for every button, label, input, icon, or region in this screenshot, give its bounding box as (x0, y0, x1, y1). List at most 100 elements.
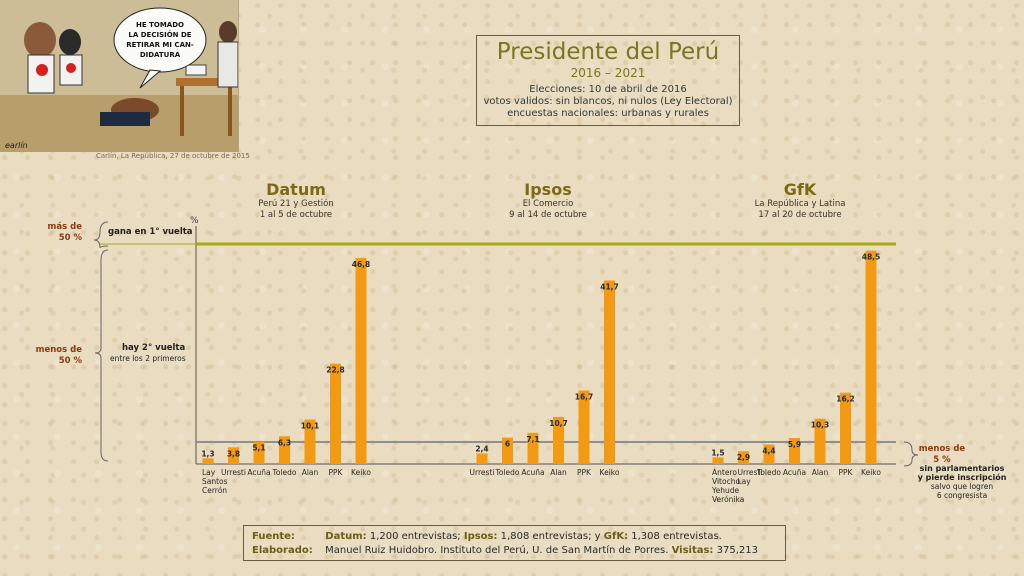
author-line: Elaborado: Manuel Ruiz Huidobro. Institu… (252, 545, 758, 556)
bar-value-label: 10,3 (811, 421, 830, 430)
datum-key: Datum: (325, 531, 367, 542)
bar-value-label: 5,9 (788, 440, 801, 449)
note-line: salvo que logren (930, 482, 994, 491)
gfk-count: 1,308 entrevistas. (628, 531, 722, 542)
less-than-50-label: menos de 50 % (22, 345, 82, 367)
bar (202, 458, 214, 464)
side-label-line: menos de (35, 345, 82, 355)
bar (253, 441, 265, 464)
author-value: Manuel Ruiz Huidobro. Instituto del Perú… (325, 545, 669, 556)
gfk-key: GfK: (603, 531, 629, 542)
bar-value-label: 46,8 (352, 260, 371, 269)
less-50-bracket (94, 249, 109, 462)
source-box: Fuente: Datum: 1,200 entrevistas; Ipsos:… (243, 525, 786, 561)
pollster-datum: Datum Perú 21 y Gestión 1 al 5 de octubr… (206, 181, 386, 221)
speech-line: RETIRAR MI CAN- (126, 41, 194, 49)
bar (355, 258, 367, 464)
category-label: Cerrón (202, 486, 227, 495)
svg-text:earlín: earlín (5, 141, 28, 150)
bar-value-label: 48,5 (862, 253, 881, 262)
pollster-name: Datum (266, 180, 326, 199)
category-label: Toledo (495, 468, 520, 477)
category-label: Alan (550, 468, 567, 477)
category-label: PPK (577, 468, 592, 477)
category-label: Keiko (351, 468, 371, 477)
category-label: Lay (738, 477, 752, 486)
bar-value-label: 4,4 (762, 447, 775, 456)
side-label-line: 50 % (58, 356, 82, 366)
pollster-name: GfK (783, 180, 817, 199)
title-votes-note: votos validos: sin blancos, ni nulos (Le… (483, 96, 733, 107)
bar-value-label: 2,4 (475, 444, 488, 453)
category-label: Urresti (738, 468, 763, 477)
less-5-bracket (903, 441, 919, 467)
bar-value-label: 16,2 (836, 395, 855, 404)
category-label: Santos (202, 477, 228, 486)
no-parliament-note: sin parlamentarios y pierde inscripción (912, 464, 1012, 482)
bar-value-label: 10,1 (301, 422, 320, 431)
cartoon-credit: Carlín, La República, 27 de octubre de 2… (96, 152, 250, 160)
bar (712, 457, 724, 464)
visits-key: Visitas: (671, 545, 714, 556)
side-label-line: 50 % (58, 233, 82, 243)
bar (604, 280, 615, 464)
bar (228, 447, 239, 464)
less-than-5-label: menos de 5 % (912, 444, 972, 466)
bar (578, 390, 590, 464)
category-label: Acuña (783, 468, 806, 477)
bar-value-label: 5,1 (252, 444, 265, 453)
second-round-sub: entre los 2 primeros (110, 354, 186, 363)
side-label-line: más de (47, 222, 82, 232)
bar (330, 363, 341, 464)
bar-value-label: 41,7 (600, 283, 619, 292)
category-label: Ántero (712, 468, 737, 477)
category-label: PPK (839, 468, 854, 477)
side-label-line: 5 % (933, 455, 951, 465)
bar-value-label: 10,7 (549, 419, 568, 428)
source-line: Fuente: Datum: 1,200 entrevistas; Ipsos:… (252, 531, 722, 542)
pollster-dates: 9 al 14 de octubre (509, 210, 587, 220)
category-label: PPK (329, 468, 344, 477)
bar (840, 392, 851, 464)
category-label: Alan (812, 468, 829, 477)
bar-value-label: 3,8 (227, 449, 240, 458)
speech-line: LA DECISIÓN DE (128, 31, 192, 39)
bar (279, 436, 290, 464)
more-50-bracket (93, 221, 109, 249)
category-label: Lay (202, 468, 216, 477)
y-axis-label: % (190, 216, 199, 226)
bar (763, 444, 775, 464)
first-round-win-label: gana en 1° vuelta (108, 227, 193, 237)
bar-value-label: 2,9 (737, 453, 750, 462)
note-line: y pierde inscripción (917, 473, 1007, 482)
note-line: 6 congresista (936, 491, 988, 500)
bar (527, 432, 539, 464)
bar-value-label: 16,7 (575, 393, 594, 402)
pollster-source: Perú 21 y Gestión (258, 199, 334, 209)
title-survey-note: encuestas nacionales: urbanas y rurales (507, 108, 709, 119)
bar-value-label: 1,3 (201, 449, 214, 458)
bar (502, 437, 513, 464)
page-title: Presidente del Perú (496, 39, 720, 65)
bar (304, 419, 316, 464)
speech-line: HE TOMADO (136, 21, 184, 29)
pollster-dates: 1 al 5 de octubre (259, 210, 333, 220)
category-label: Urresti (221, 468, 246, 477)
author-key: Elaborado: (252, 545, 313, 556)
bar-value-label: 7,1 (526, 435, 539, 444)
source-key: Fuente: (252, 531, 295, 542)
category-label: Acuña (521, 468, 544, 477)
bar (738, 451, 749, 464)
title-election-date: Elecciones: 10 de abril de 2016 (529, 84, 687, 95)
pollster-dates: 17 al 20 de octubre (758, 210, 842, 220)
title-box: Presidente del Perú 2016 – 2021 Eleccion… (476, 35, 740, 126)
bar (865, 250, 877, 464)
speech-bubble-text: HE TOMADO LA DECISIÓN DE RETIRAR MI CAN-… (118, 20, 202, 60)
category-label: Vitocho (712, 477, 740, 486)
category-label: Toledo (756, 468, 781, 477)
ipsos-count: 1,808 entrevistas; y (497, 531, 601, 542)
more-than-50-label: más de 50 % (22, 222, 82, 244)
ipsos-key: Ipsos: (463, 531, 498, 542)
bar-value-label: 1,5 (711, 448, 724, 457)
